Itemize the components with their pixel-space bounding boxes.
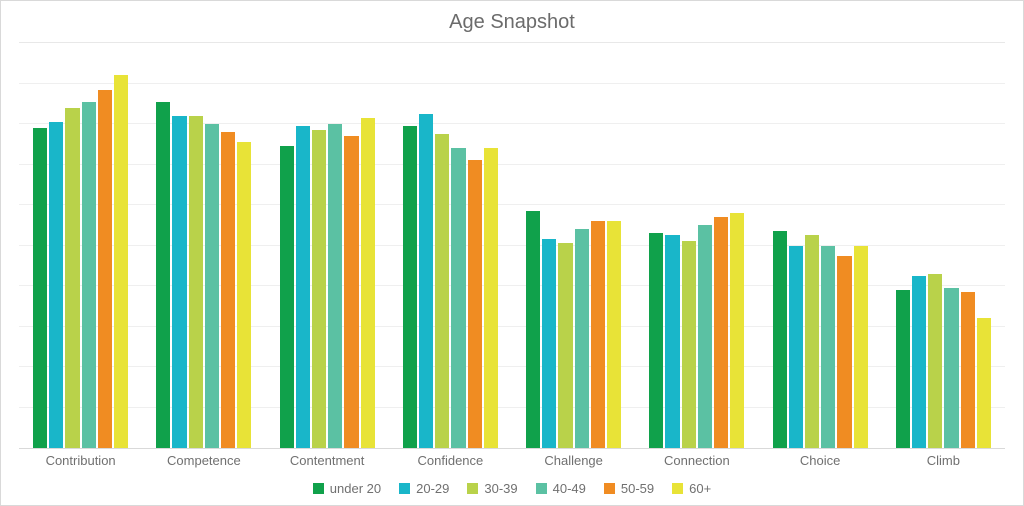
bar [98, 90, 112, 448]
legend-item: 40-49 [536, 481, 586, 496]
bar-group [389, 43, 512, 448]
bar [451, 148, 465, 448]
bar [328, 124, 342, 448]
bar [435, 134, 449, 448]
bar [172, 116, 186, 448]
bar [854, 246, 868, 449]
legend-item: 50-59 [604, 481, 654, 496]
bar [542, 239, 556, 448]
bar-group [19, 43, 142, 448]
bar [403, 126, 417, 448]
bar [280, 146, 294, 448]
bar [977, 318, 991, 448]
bar [649, 233, 663, 448]
age-snapshot-chart: Age Snapshot ContributionCompetenceConte… [0, 0, 1024, 506]
legend-swatch [536, 483, 547, 494]
bar [591, 221, 605, 448]
bar [237, 142, 251, 448]
x-axis-label: Challenge [512, 449, 635, 475]
legend-item: 60+ [672, 481, 711, 496]
plot-area [19, 42, 1005, 448]
bar [665, 235, 679, 448]
bar [296, 126, 310, 448]
bar [344, 136, 358, 448]
bar [896, 290, 910, 448]
bar [961, 292, 975, 448]
bar [730, 213, 744, 448]
bar [361, 118, 375, 448]
bar [837, 256, 851, 448]
bar [189, 116, 203, 448]
bar [773, 231, 787, 448]
x-axis-label: Contentment [266, 449, 389, 475]
bar [912, 276, 926, 448]
legend-swatch [672, 483, 683, 494]
x-axis-label: Connection [635, 449, 758, 475]
bar-group [142, 43, 265, 448]
legend-swatch [313, 483, 324, 494]
x-axis: ContributionCompetenceContentmentConfide… [19, 448, 1005, 475]
bar [714, 217, 728, 448]
x-axis-label: Contribution [19, 449, 142, 475]
bar [468, 160, 482, 448]
x-axis-label: Competence [142, 449, 265, 475]
bar-group [266, 43, 389, 448]
legend-item: under 20 [313, 481, 381, 496]
bar [821, 246, 835, 449]
bar [944, 288, 958, 448]
legend-label: 50-59 [621, 481, 654, 496]
bar [114, 75, 128, 448]
bar-group [512, 43, 635, 448]
chart-title: Age Snapshot [13, 11, 1011, 34]
legend-swatch [604, 483, 615, 494]
legend-label: 60+ [689, 481, 711, 496]
bar [312, 130, 326, 448]
bar [805, 235, 819, 448]
bar-groups [19, 43, 1005, 448]
legend-item: 20-29 [399, 481, 449, 496]
x-axis-label: Climb [882, 449, 1005, 475]
bar [419, 114, 433, 448]
bar [49, 122, 63, 448]
bar [575, 229, 589, 448]
legend-label: 30-39 [484, 481, 517, 496]
x-axis-label: Confidence [389, 449, 512, 475]
bar [33, 128, 47, 448]
bar [484, 148, 498, 448]
x-axis-label: Choice [759, 449, 882, 475]
bar-group [635, 43, 758, 448]
legend-swatch [399, 483, 410, 494]
legend-label: 20-29 [416, 481, 449, 496]
legend-swatch [467, 483, 478, 494]
legend-item: 30-39 [467, 481, 517, 496]
legend: under 20 20-29 30-39 40-49 50-59 60+ [13, 475, 1011, 501]
bar [558, 243, 572, 448]
bar-group [882, 43, 1005, 448]
bar [65, 108, 79, 448]
bar [789, 246, 803, 449]
legend-label: 40-49 [553, 481, 586, 496]
bar [607, 221, 621, 448]
legend-label: under 20 [330, 481, 381, 496]
bar [526, 211, 540, 448]
bar [205, 124, 219, 448]
bar [928, 274, 942, 448]
bar [221, 132, 235, 448]
bar [156, 102, 170, 448]
bar [682, 241, 696, 448]
bar-group [759, 43, 882, 448]
bar [698, 225, 712, 448]
bar [82, 102, 96, 448]
